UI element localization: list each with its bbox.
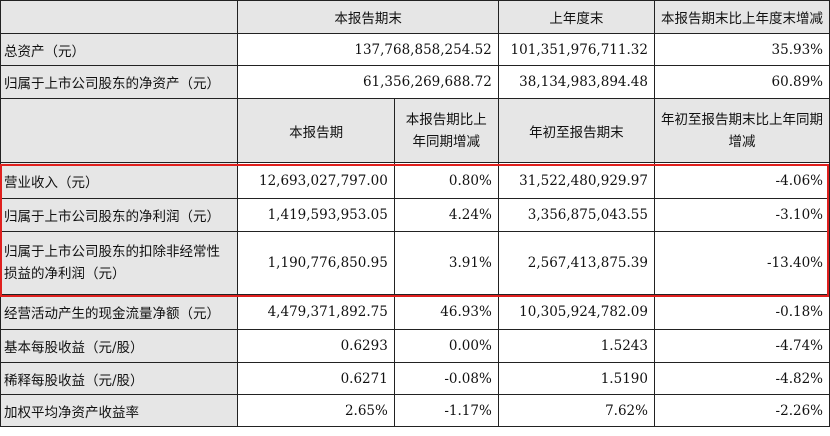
cell-value: 61,356,269,688.72 (237, 65, 499, 99)
header-period-end: 本报告期末 (237, 0, 499, 34)
table-row: 基本每股收益（元/股） 0.6293 0.00% 1.5243 -4.74% (0, 329, 830, 363)
row-label-net-assets: 归属于上市公司股东的净资产（元） (0, 65, 239, 99)
table-row: 归属于上市公司股东的净利润（元） 1,419,593,953.05 4.24% … (0, 198, 830, 232)
cell-value: 1,419,593,953.05 (237, 198, 395, 232)
header-change-vs-year-end: 本报告期末比上年度末增减 (653, 0, 830, 34)
row-label-weighted-roe: 加权平均净资产收益率 (0, 394, 239, 427)
header-current-period: 本报告期 (237, 98, 395, 163)
cell-value: 46.93% (393, 294, 499, 330)
header-prior-year-end: 上年度末 (497, 0, 655, 34)
cell-value: 0.6293 (237, 329, 395, 363)
row-label-net-profit: 归属于上市公司股东的净利润（元） (0, 198, 239, 232)
cell-value: 3.91% (393, 231, 499, 295)
cell-value: 0.00% (393, 329, 499, 363)
cell-value: 0.6271 (237, 362, 395, 395)
cell-value: -0.08% (393, 362, 499, 395)
cell-value: 0.80% (393, 162, 499, 199)
table-row: 总资产（元） 137,768,858,254.52 101,351,976,71… (0, 33, 830, 66)
header-year-to-date-change: 年初至报告期末比上年同期增减 (653, 98, 830, 163)
cell-value: -4.82% (653, 362, 830, 395)
cell-value: 7.62% (497, 394, 655, 427)
header-blank-cell (0, 98, 239, 163)
cell-value: -4.06% (653, 162, 830, 199)
cell-value: 3,356,875,043.55 (497, 198, 655, 232)
cell-value: -4.74% (653, 329, 830, 363)
cell-value: 1.5190 (497, 362, 655, 395)
cell-value: 35.93% (653, 33, 830, 66)
header-blank-cell (0, 0, 239, 34)
header-year-to-date: 年初至报告期末 (497, 98, 655, 163)
cell-value: 1,190,776,850.95 (237, 231, 395, 295)
row-label-diluted-eps: 稀释每股收益（元/股） (0, 362, 239, 395)
cell-value: -1.17% (393, 394, 499, 427)
cell-value: -2.26% (653, 394, 830, 427)
row-label-operating-cash-flow: 经营活动产生的现金流量净额（元） (0, 294, 239, 330)
row-label-net-profit-excl-nonrecurring: 归属于上市公司股东的扣除非经常性损益的净利润（元） (0, 231, 239, 295)
table-row: 经营活动产生的现金流量净额（元） 4,479,371,892.75 46.93%… (0, 294, 830, 330)
table-row: 营业收入（元） 12,693,027,797.00 0.80% 31,522,4… (0, 162, 830, 199)
table-row: 加权平均净资产收益率 2.65% -1.17% 7.62% -2.26% (0, 394, 830, 427)
table-row: 归属于上市公司股东的扣除非经常性损益的净利润（元） 1,190,776,850.… (0, 231, 830, 295)
cell-value: 38,134,983,894.48 (497, 65, 655, 99)
row-label-total-assets: 总资产（元） (0, 33, 239, 66)
cell-value: 101,351,976,711.32 (497, 33, 655, 66)
cell-value: 2,567,413,875.39 (497, 231, 655, 295)
row-label-revenue: 营业收入（元） (0, 162, 239, 199)
cell-value: 2.65% (237, 394, 395, 427)
cell-value: 4,479,371,892.75 (237, 294, 395, 330)
cell-value: -0.18% (653, 294, 830, 330)
table-row: 归属于上市公司股东的净资产（元） 61,356,269,688.72 38,13… (0, 65, 830, 99)
financial-data-table: 本报告期末 上年度末 本报告期末比上年度末增减 总资产（元） 137,768,8… (0, 0, 830, 427)
row-label-basic-eps: 基本每股收益（元/股） (0, 329, 239, 363)
cell-value: -13.40% (653, 231, 830, 295)
cell-value: 12,693,027,797.00 (237, 162, 395, 199)
cell-value: 10,305,924,782.09 (497, 294, 655, 330)
table-row: 稀释每股收益（元/股） 0.6271 -0.08% 1.5190 -4.82% (0, 362, 830, 395)
cell-value: 31,522,480,929.97 (497, 162, 655, 199)
cell-value: 4.24% (393, 198, 499, 232)
cell-value: 1.5243 (497, 329, 655, 363)
cell-value: 137,768,858,254.52 (237, 33, 499, 66)
cell-value: -3.10% (653, 198, 830, 232)
header-current-period-change: 本报告期比上年同期增减 (393, 98, 499, 163)
cell-value: 60.89% (653, 65, 830, 99)
